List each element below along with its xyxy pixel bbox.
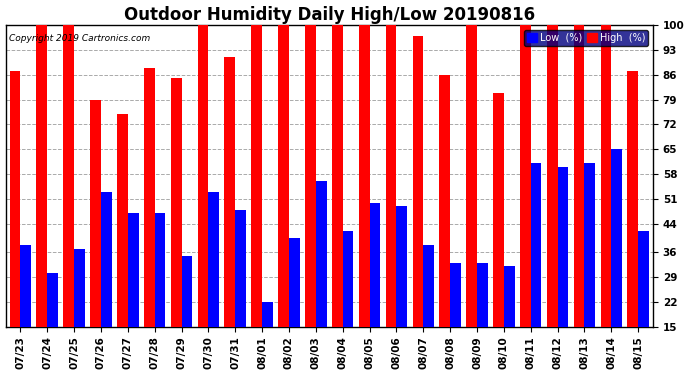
Bar [359, 25, 370, 327]
Bar [278, 25, 289, 327]
Bar [90, 100, 101, 327]
Bar [477, 263, 488, 327]
Bar [638, 231, 649, 327]
Bar [627, 71, 638, 327]
Bar [208, 192, 219, 327]
Bar [155, 213, 166, 327]
Title: Outdoor Humidity Daily High/Low 20190816: Outdoor Humidity Daily High/Low 20190816 [124, 6, 535, 24]
Bar [547, 25, 558, 327]
Bar [305, 25, 316, 327]
Bar [47, 273, 58, 327]
Bar [573, 25, 584, 327]
Bar [584, 164, 595, 327]
Bar [197, 25, 208, 327]
Bar [144, 68, 155, 327]
Bar [600, 25, 611, 327]
Bar [413, 36, 423, 327]
Bar [316, 181, 326, 327]
Bar [493, 93, 504, 327]
Bar [235, 210, 246, 327]
Bar [504, 266, 515, 327]
Legend: Low  (%), High  (%): Low (%), High (%) [524, 30, 648, 46]
Bar [520, 25, 531, 327]
Bar [181, 256, 193, 327]
Bar [370, 202, 380, 327]
Bar [343, 231, 353, 327]
Bar [611, 149, 622, 327]
Bar [74, 249, 85, 327]
Bar [63, 25, 74, 327]
Text: Copyright 2019 Cartronics.com: Copyright 2019 Cartronics.com [9, 34, 150, 43]
Bar [262, 302, 273, 327]
Bar [224, 57, 235, 327]
Bar [386, 25, 397, 327]
Bar [289, 238, 299, 327]
Bar [251, 25, 262, 327]
Bar [117, 114, 128, 327]
Bar [101, 192, 112, 327]
Bar [423, 245, 434, 327]
Bar [37, 25, 47, 327]
Bar [332, 25, 343, 327]
Bar [466, 25, 477, 327]
Bar [170, 78, 181, 327]
Bar [450, 263, 461, 327]
Bar [440, 75, 450, 327]
Bar [10, 71, 20, 327]
Bar [20, 245, 31, 327]
Bar [558, 167, 569, 327]
Bar [128, 213, 139, 327]
Bar [531, 164, 542, 327]
Bar [397, 206, 407, 327]
